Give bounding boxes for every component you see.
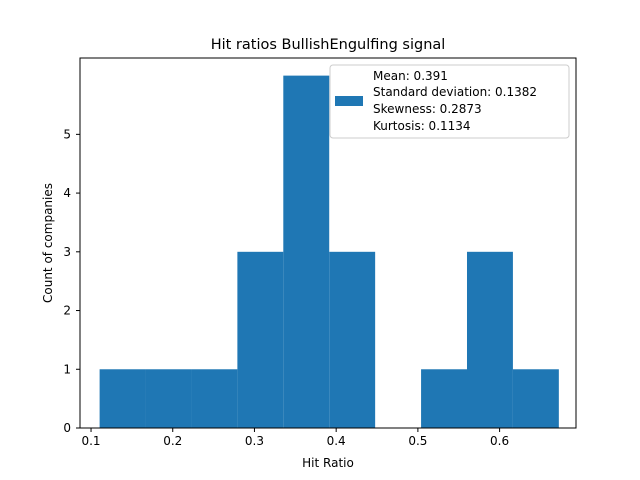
y-tick-label: 4: [63, 186, 71, 200]
histogram-bar: [191, 369, 238, 428]
histogram-bars: [99, 75, 559, 428]
histogram-bar: [329, 251, 376, 428]
histogram-bar: [237, 251, 284, 428]
y-tick-label: 0: [63, 421, 71, 435]
y-axis-ticks: 0 1 2 3 4 5: [63, 127, 80, 435]
legend-swatch: [335, 96, 363, 106]
x-tick-label: 0.5: [408, 434, 427, 448]
y-tick-label: 5: [63, 127, 71, 141]
y-tick-label: 2: [63, 304, 71, 318]
legend: Mean: 0.391 Standard deviation: 0.1382 S…: [329, 64, 570, 139]
histogram-bar: [512, 369, 559, 428]
legend-line-skewness: Skewness: 0.2873: [373, 102, 482, 116]
x-axis-label: Hit Ratio: [302, 456, 354, 470]
y-tick-label: 3: [63, 245, 71, 259]
histogram-bar: [466, 251, 513, 428]
legend-box: [329, 64, 570, 139]
histogram-bar: [99, 369, 146, 428]
x-tick-label: 0.6: [490, 434, 509, 448]
y-axis-label: Count of companies: [41, 183, 55, 303]
x-tick-label: 0.3: [245, 434, 264, 448]
x-tick-label: 0.2: [163, 434, 182, 448]
legend-line-mean: Mean: 0.391: [373, 69, 448, 83]
histogram-bar: [145, 369, 192, 428]
x-tick-label: 0.1: [81, 434, 100, 448]
x-tick-label: 0.4: [327, 434, 346, 448]
histogram-bar: [421, 369, 467, 428]
x-axis-ticks: 0.1 0.2 0.3 0.4 0.5 0.6: [81, 428, 509, 448]
legend-line-kurtosis: Kurtosis: 0.1134: [373, 119, 471, 133]
chart-title: Hit ratios BullishEngulfing signal: [211, 37, 446, 53]
y-tick-label: 1: [63, 362, 71, 376]
plot-frame: [79, 57, 577, 429]
legend-line-stdev: Standard deviation: 0.1382: [373, 85, 537, 99]
histogram-bar: [283, 75, 330, 428]
